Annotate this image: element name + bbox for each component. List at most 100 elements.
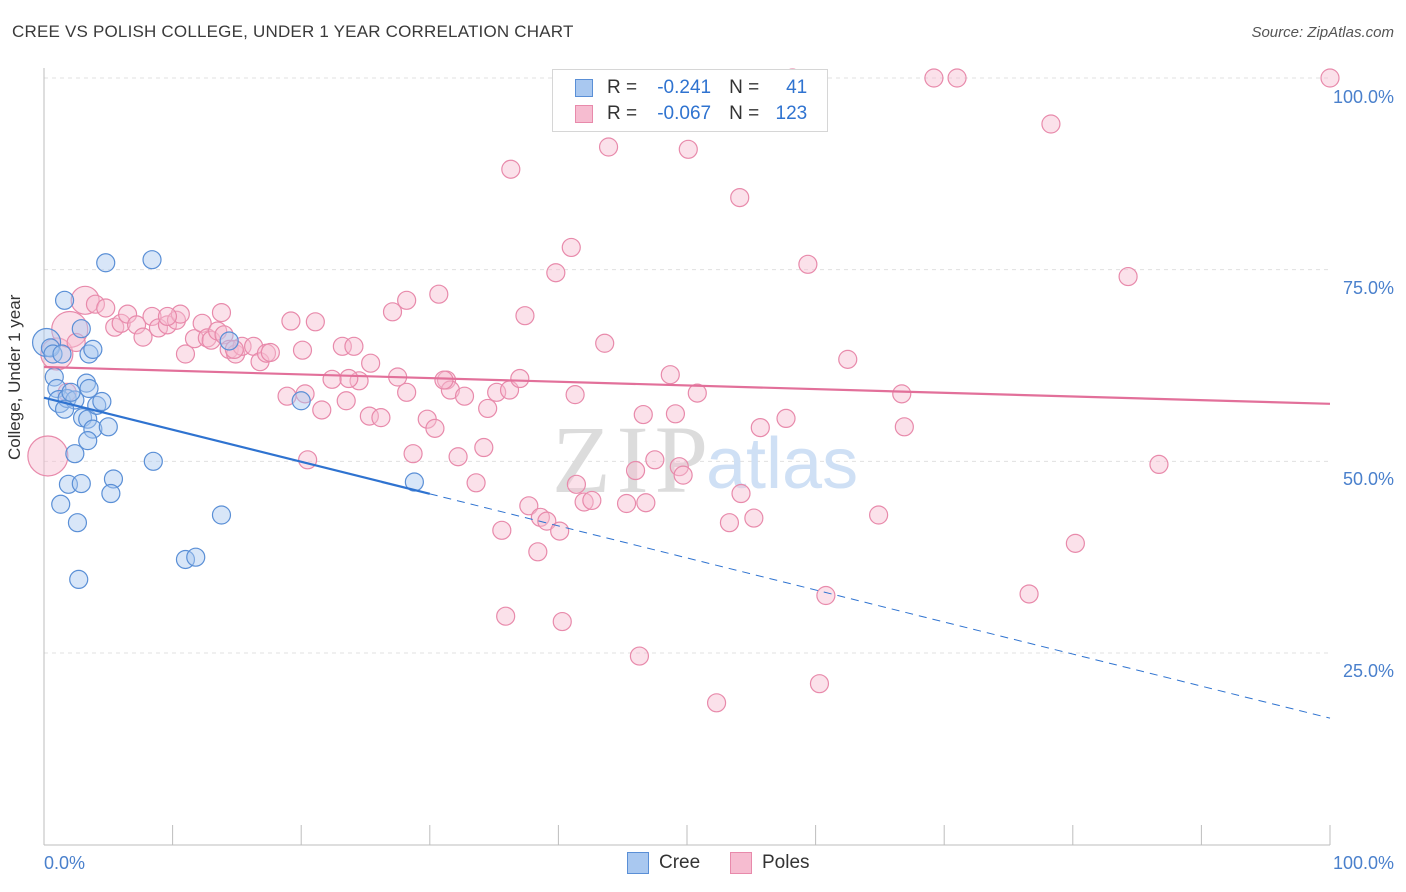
legend-r-value: -0.241 (657, 77, 712, 98)
poles-point (565, 385, 585, 405)
legend-row-cree: R = -0.241 N = 41 (575, 75, 825, 101)
cree-point (79, 378, 99, 399)
poles-point (133, 327, 153, 347)
poles-point (730, 188, 750, 208)
poles-point (1118, 266, 1138, 287)
poles-point (798, 254, 818, 274)
cree-point (142, 250, 162, 270)
cree-swatch (575, 79, 593, 97)
poles-point (281, 311, 301, 331)
cree-point (96, 253, 116, 273)
watermark-atlas: atlas (706, 424, 858, 504)
poles-point (192, 313, 212, 333)
legend-r-label: R = (607, 103, 638, 124)
cree-point (211, 505, 232, 525)
poles-point (126, 315, 147, 335)
cree-point (143, 451, 163, 471)
poles-point (448, 447, 468, 467)
axes (43, 68, 1331, 846)
poles-point (96, 298, 116, 318)
cree-point (291, 391, 311, 411)
poles-point (70, 285, 100, 315)
poles-point (466, 473, 486, 493)
poles-point (292, 340, 313, 360)
poles-point (515, 306, 535, 326)
poles-point (440, 380, 460, 400)
cree-point (51, 494, 71, 514)
poles-point (371, 408, 391, 428)
poles-point (924, 68, 944, 88)
cree-series (31, 250, 424, 590)
poles-point (344, 336, 364, 356)
legend-item-cree[interactable]: Cree (627, 852, 700, 874)
poles-point (561, 237, 581, 258)
cree-point (67, 513, 88, 533)
poles-point (660, 365, 680, 385)
poles-point (454, 386, 475, 406)
poles-point (501, 159, 521, 179)
poles-point (429, 284, 449, 304)
cree-swatch (627, 852, 649, 874)
x-tick-label: 100.0% (1332, 853, 1394, 873)
cree-trend-line (43, 396, 431, 495)
poles-point (312, 400, 332, 420)
cree-point (65, 444, 85, 464)
poles-point (232, 336, 252, 356)
poles-point (298, 450, 318, 470)
poles-point (332, 336, 352, 356)
gridlines (44, 77, 1330, 654)
poles-point (361, 353, 381, 373)
poles-point (838, 349, 858, 369)
poles-point (211, 303, 232, 323)
cree-point (101, 483, 121, 504)
poles-point (665, 404, 686, 424)
y-tick-label: 100.0% (1332, 87, 1394, 107)
poles-point (598, 137, 619, 157)
poles-point (260, 342, 280, 363)
cree-point (78, 409, 98, 429)
poles-point (750, 418, 770, 438)
poles-series (27, 68, 1340, 713)
cree-point (69, 569, 89, 590)
cree-point (61, 382, 81, 402)
poles-trend-line (43, 365, 1331, 405)
legend-n-label: N = (729, 103, 760, 124)
poles-point (616, 493, 637, 514)
poles-point (816, 585, 836, 606)
poles-point (550, 521, 570, 541)
poles-point (142, 306, 162, 327)
poles-point (397, 290, 417, 310)
y-tick-label: 25.0% (1342, 661, 1394, 681)
poles-point (636, 493, 656, 513)
legend-r-value: -0.067 (657, 103, 712, 124)
cree-point (71, 473, 91, 494)
trend-lines (43, 365, 1331, 719)
legend-n-value: 123 (775, 103, 808, 124)
legend-poles-label: Poles (762, 852, 810, 873)
poles-point (625, 460, 646, 481)
poles-point (214, 325, 234, 345)
legend-row-poles: R = -0.067 N = 123 (575, 101, 825, 127)
poles-point (425, 418, 445, 438)
poles-point (566, 474, 587, 494)
poles-point (397, 382, 417, 402)
poles-point (776, 408, 796, 428)
chart-title: CREE VS POLISH COLLEGE, UNDER 1 YEAR COR… (12, 22, 574, 41)
source-label: Source: ZipAtlas.com (1251, 24, 1394, 41)
poles-point (322, 369, 342, 389)
cree-point (219, 331, 239, 351)
poles-point (629, 646, 650, 666)
poles-point (519, 496, 539, 516)
poles-point (869, 505, 889, 525)
legend-n-value: 41 (786, 77, 808, 98)
legend-item-poles[interactable]: Poles (730, 852, 810, 874)
cree-trend-extension (429, 493, 1331, 719)
cree-point (71, 319, 91, 339)
poles-point (673, 465, 693, 485)
legend-n-label: N = (729, 77, 760, 98)
poles-point (85, 294, 106, 314)
poles-point (744, 508, 764, 528)
poles-point (947, 68, 967, 88)
poles-point (1149, 454, 1169, 474)
